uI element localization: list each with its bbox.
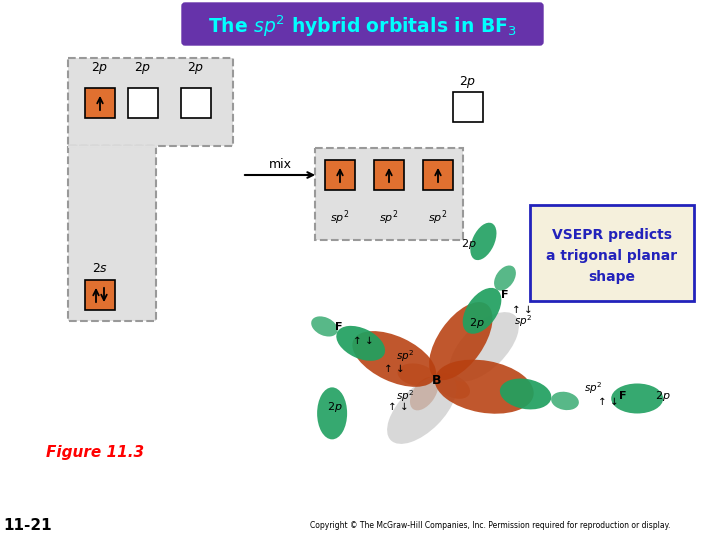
Text: 11-21: 11-21 xyxy=(4,518,53,534)
Text: F: F xyxy=(501,289,509,300)
Text: Figure 11.3: Figure 11.3 xyxy=(46,446,144,461)
Ellipse shape xyxy=(611,383,663,414)
FancyBboxPatch shape xyxy=(181,88,211,118)
Ellipse shape xyxy=(387,374,456,444)
Text: $\uparrow\downarrow$: $\uparrow\downarrow$ xyxy=(382,362,405,374)
Text: $\uparrow\downarrow$: $\uparrow\downarrow$ xyxy=(351,335,374,346)
Text: VSEPR predicts
a trigonal planar
shape: VSEPR predicts a trigonal planar shape xyxy=(546,228,678,284)
FancyBboxPatch shape xyxy=(423,160,453,190)
Text: $2p$: $2p$ xyxy=(655,389,671,403)
Text: $2p$: $2p$ xyxy=(459,74,477,90)
Ellipse shape xyxy=(317,387,347,440)
Ellipse shape xyxy=(500,379,552,409)
Ellipse shape xyxy=(494,266,516,291)
Text: $sp^2$: $sp^2$ xyxy=(379,208,399,227)
FancyBboxPatch shape xyxy=(85,280,115,310)
Text: mix: mix xyxy=(269,159,292,172)
Text: The $\it{sp}^2$ hybrid orbitals in BF$_3$: The $\it{sp}^2$ hybrid orbitals in BF$_3… xyxy=(208,14,516,39)
Text: $\uparrow\downarrow$: $\uparrow\downarrow$ xyxy=(385,401,409,411)
Ellipse shape xyxy=(551,392,579,410)
Text: B: B xyxy=(432,374,442,387)
Text: $2p$: $2p$ xyxy=(187,60,204,76)
Text: F: F xyxy=(336,322,343,332)
Ellipse shape xyxy=(434,373,470,399)
FancyBboxPatch shape xyxy=(182,3,543,45)
Text: $\uparrow\downarrow$: $\uparrow\downarrow$ xyxy=(595,396,618,407)
Ellipse shape xyxy=(311,316,338,336)
Ellipse shape xyxy=(435,360,534,414)
Text: F: F xyxy=(619,392,627,402)
Ellipse shape xyxy=(463,288,501,334)
Text: $2p$: $2p$ xyxy=(469,316,485,330)
Text: $\uparrow\downarrow$: $\uparrow\downarrow$ xyxy=(509,304,533,315)
Text: Copyright © The McGraw-Hill Companies, Inc. Permission required for reproduction: Copyright © The McGraw-Hill Companies, I… xyxy=(310,522,670,530)
Ellipse shape xyxy=(397,363,435,386)
Text: $2p$: $2p$ xyxy=(461,237,477,251)
FancyBboxPatch shape xyxy=(315,148,463,240)
FancyBboxPatch shape xyxy=(128,88,158,118)
Text: $2p$: $2p$ xyxy=(328,400,343,414)
Ellipse shape xyxy=(410,377,438,410)
Text: $2p$: $2p$ xyxy=(135,60,152,76)
Ellipse shape xyxy=(449,312,519,382)
FancyBboxPatch shape xyxy=(325,160,355,190)
Text: $2p$: $2p$ xyxy=(91,60,109,76)
Ellipse shape xyxy=(429,302,492,380)
Text: $sp^2$: $sp^2$ xyxy=(584,381,603,396)
Ellipse shape xyxy=(352,331,436,387)
Text: $sp^2$: $sp^2$ xyxy=(396,388,414,404)
FancyBboxPatch shape xyxy=(85,88,115,118)
FancyBboxPatch shape xyxy=(374,160,404,190)
Text: $sp^2$: $sp^2$ xyxy=(428,208,448,227)
FancyBboxPatch shape xyxy=(68,146,156,321)
Text: $2s$: $2s$ xyxy=(92,261,108,274)
Ellipse shape xyxy=(470,222,497,260)
FancyBboxPatch shape xyxy=(453,92,483,122)
FancyBboxPatch shape xyxy=(68,58,233,146)
FancyBboxPatch shape xyxy=(530,205,694,301)
Text: $sp^2$: $sp^2$ xyxy=(330,208,350,227)
Text: $sp^2$: $sp^2$ xyxy=(396,348,414,364)
Ellipse shape xyxy=(336,326,385,361)
Text: $sp^2$: $sp^2$ xyxy=(514,314,532,329)
